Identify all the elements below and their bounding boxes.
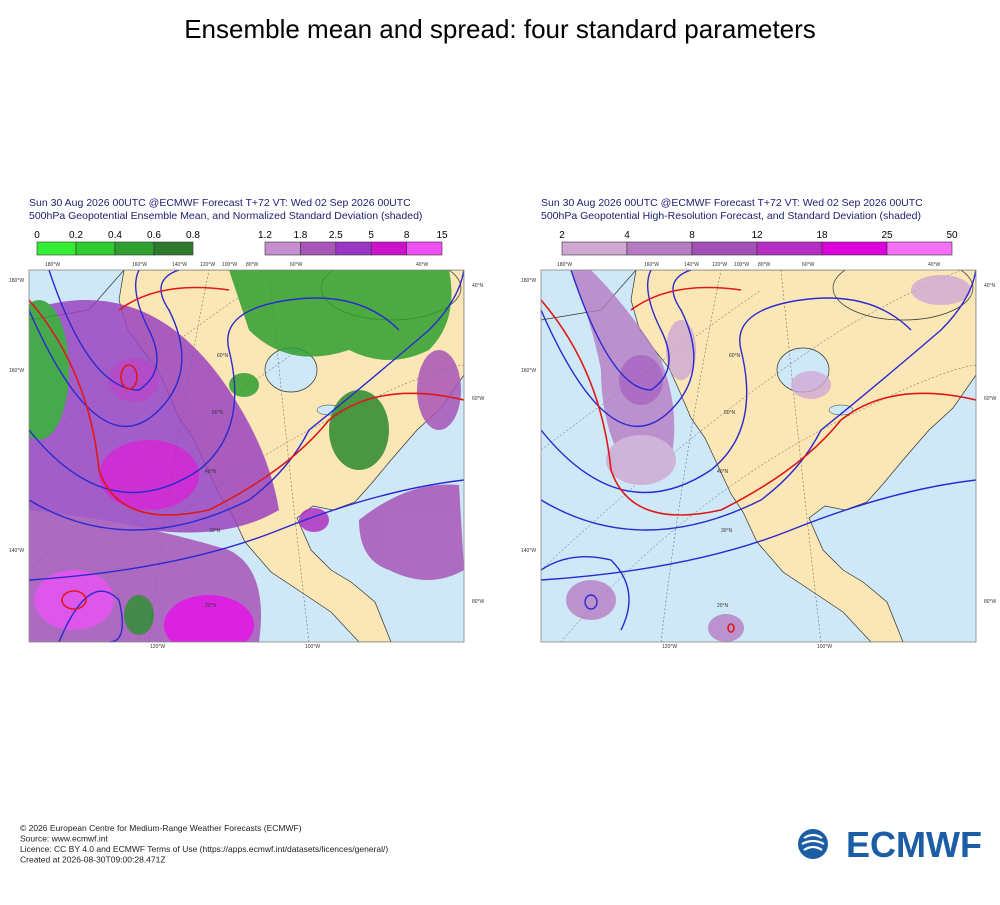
legend-swatch (335, 241, 372, 256)
grid-label: 40°N (717, 469, 729, 475)
footer-line: Licence: CC BY 4.0 and ECMWF Terms of Us… (20, 844, 388, 854)
grid-label: 100°W (222, 262, 237, 268)
grid-label: 140°W (172, 262, 187, 268)
legend-swatch (370, 241, 407, 256)
grid-label: 20°N (205, 603, 217, 609)
legend-tick: 12 (751, 230, 763, 241)
page-title: Ensemble mean and spread: four standard … (184, 14, 816, 44)
legend-swatch (36, 241, 77, 256)
legend-tick: 0.8 (186, 230, 200, 241)
panel-header: 500hPa Geopotential High-Resolution Fore… (541, 210, 921, 222)
legend-tick: 50 (946, 230, 958, 241)
grid-label: 50°N (724, 410, 736, 416)
grid-label: 50°N (212, 410, 224, 416)
grid-label: 120°W (712, 262, 727, 268)
grid-label: 100°W (734, 262, 749, 268)
legend-swatch (691, 241, 758, 256)
grid-label: 40°W (928, 262, 941, 268)
grid-label: 180°W (557, 262, 572, 268)
legend-tick: 25 (881, 230, 893, 241)
legend-swatch (626, 241, 693, 256)
grid-label: 60°N (217, 353, 229, 359)
panel-header: 500hPa Geopotential Ensemble Mean, and N… (29, 210, 422, 222)
legend-swatch (264, 241, 301, 256)
legend-swatch (153, 241, 194, 256)
grid-label: 160°W (132, 262, 147, 268)
grid-label: 160°W (644, 262, 659, 268)
map-panel-2 (540, 269, 977, 643)
grid-label: 60°W (290, 262, 303, 268)
grid-label: 100°W (817, 644, 832, 650)
grid-label: 140°W (9, 548, 24, 554)
legend-tick: 1.2 (258, 230, 272, 241)
legend-tick: 0.2 (69, 230, 83, 241)
legend-swatch (561, 241, 628, 256)
legend-swatch (300, 241, 337, 256)
panel-header: Sun 30 Aug 2026 00UTC @ECMWF Forecast T+… (29, 197, 411, 209)
grid-label: 140°W (521, 548, 536, 554)
grid-label: 80°W (472, 599, 485, 605)
legend-tick: 0.6 (147, 230, 161, 241)
legend-tick: 8 (404, 230, 410, 241)
grid-label: 140°W (684, 262, 699, 268)
legend-swatch (821, 241, 888, 256)
legend-tick: 2 (559, 230, 565, 241)
legend-tick: 15 (436, 230, 448, 241)
legend-tick: 8 (689, 230, 695, 241)
legend-swatch (886, 241, 953, 256)
footer-line: © 2026 European Centre for Medium-Range … (20, 823, 302, 833)
legend-swatch (406, 241, 443, 256)
legend-tick: 0.4 (108, 230, 122, 241)
grid-label: 40°N (472, 283, 484, 289)
grid-label: 40°N (984, 283, 996, 289)
logo-text: ECMWF (846, 824, 982, 865)
grid-label: 180°W (521, 278, 536, 284)
grid-label: 40°W (416, 262, 429, 268)
legend-tick: 18 (816, 230, 828, 241)
legend-tick: 0 (34, 230, 40, 241)
legend-tick: 5 (368, 230, 374, 241)
legend-swatch (114, 241, 155, 256)
grid-label: 20°N (717, 603, 729, 609)
grid-label: 30°N (209, 528, 221, 534)
grid-label: 60°W (984, 396, 997, 402)
legend-tick: 1.8 (293, 230, 307, 241)
grid-label: 40°N (205, 469, 217, 475)
grid-label: 160°W (9, 368, 24, 374)
grid-label: 60°W (472, 396, 485, 402)
grid-label: 80°W (984, 599, 997, 605)
map-panel-1 (28, 269, 465, 643)
grid-label: 80°W (246, 262, 259, 268)
footer-line: Source: www.ecmwf.int (20, 834, 108, 844)
legend-swatch (75, 241, 116, 256)
panel-header: Sun 30 Aug 2026 00UTC @ECMWF Forecast T+… (541, 197, 923, 209)
grid-label: 120°W (150, 644, 165, 650)
legend-tick: 2.5 (329, 230, 343, 241)
grid-label: 60°N (729, 353, 741, 359)
grid-label: 100°W (305, 644, 320, 650)
grid-label: 160°W (521, 368, 536, 374)
grid-label: 30°N (721, 528, 733, 534)
grid-label: 180°W (45, 262, 60, 268)
grid-label: 60°W (802, 262, 815, 268)
logo-icon (798, 829, 828, 859)
grid-label: 120°W (200, 262, 215, 268)
footer-line: Created at 2026-08-30T09:00:28.471Z (20, 855, 166, 865)
grid-label: 80°W (758, 262, 771, 268)
legend-tick: 4 (624, 230, 630, 241)
grid-label: 180°W (9, 278, 24, 284)
grid-label: 120°W (662, 644, 677, 650)
legend-swatch (756, 241, 823, 256)
